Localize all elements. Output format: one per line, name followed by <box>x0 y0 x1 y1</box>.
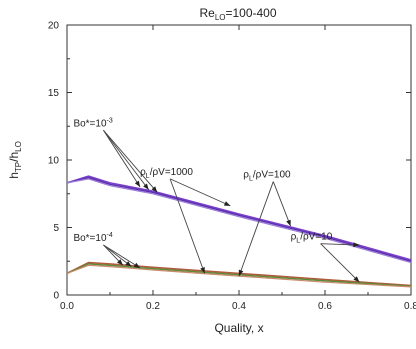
series-line-5 <box>66 264 412 288</box>
arrowhead <box>353 276 360 283</box>
series-line-1 <box>66 176 412 262</box>
annotation-arrow <box>169 178 206 274</box>
annotation-bo4: Bo*=10-4 <box>73 232 141 269</box>
y-tick-label: 10 <box>48 156 60 167</box>
y-tick-label: 15 <box>48 88 60 99</box>
x-tick-label: 0.6 <box>318 301 332 312</box>
annotation-bo3: Bo*=10-3 <box>73 117 158 193</box>
x-tick-label: 0.2 <box>146 301 160 312</box>
y-axis-label: hTP/hLO <box>7 141 23 179</box>
arrowhead <box>353 242 360 248</box>
annotation-arrow <box>103 244 141 269</box>
annotation-arrow <box>103 129 150 190</box>
arrowhead <box>238 269 244 277</box>
annotation-label: ρL/ρV=10 <box>291 232 333 245</box>
y-tick-label: 20 <box>48 21 60 32</box>
annotation-arrow <box>320 243 360 283</box>
arrowhead <box>117 259 123 266</box>
annotation-label: Bo*=10-4 <box>73 232 112 244</box>
arrowhead <box>223 201 231 206</box>
annotation-arrow <box>103 130 141 188</box>
series-line-3 <box>66 261 412 287</box>
y-tick-label: 0 <box>53 291 59 302</box>
chart-title: ReLO=100-400 <box>199 6 276 22</box>
annotation-r10: ρL/ρV=10 <box>291 232 360 283</box>
annotation-label: ρL/ρV=100 <box>243 170 291 183</box>
y-tick-label: 5 <box>53 223 59 234</box>
series-line-0 <box>66 175 412 261</box>
annotation-label: Bo*=10-3 <box>73 117 112 129</box>
arrowhead <box>151 186 158 193</box>
arrowhead <box>200 266 205 274</box>
series-line-2 <box>66 178 412 264</box>
annotation-arrow <box>169 178 231 207</box>
annotation-r1000: ρL/ρV=1000 <box>140 167 231 274</box>
annotation-arrow <box>103 129 158 193</box>
annotation-r100: ρL/ρV=100 <box>238 170 292 277</box>
data-series <box>66 175 412 288</box>
arrowhead <box>125 261 132 267</box>
annotation-arrow <box>238 181 274 277</box>
arrowhead <box>134 180 141 187</box>
x-axis-label: Quality, x <box>214 321 263 335</box>
x-tick-label: 0.0 <box>60 301 74 312</box>
series-line-4 <box>66 263 412 287</box>
annotation-arrow <box>272 181 292 227</box>
arrowhead <box>133 262 141 268</box>
x-tick-label: 0.4 <box>232 301 246 312</box>
annotations: Bo*=10-3 Bo*=10-4 ρL/ρV=1000 ρL/ρV=100 ρL/ρV… <box>73 117 360 283</box>
x-axis-ticks: 0.0 0.2 0.4 0.6 0.8 <box>60 25 416 312</box>
annotation-arrow <box>320 243 360 246</box>
arrowhead <box>143 183 149 190</box>
arrowhead <box>286 219 291 227</box>
y-axis-ticks: 0 5 10 15 20 <box>48 21 411 302</box>
x-tick-label: 0.8 <box>404 301 416 312</box>
annotation-label: ρL/ρV=1000 <box>140 167 193 180</box>
